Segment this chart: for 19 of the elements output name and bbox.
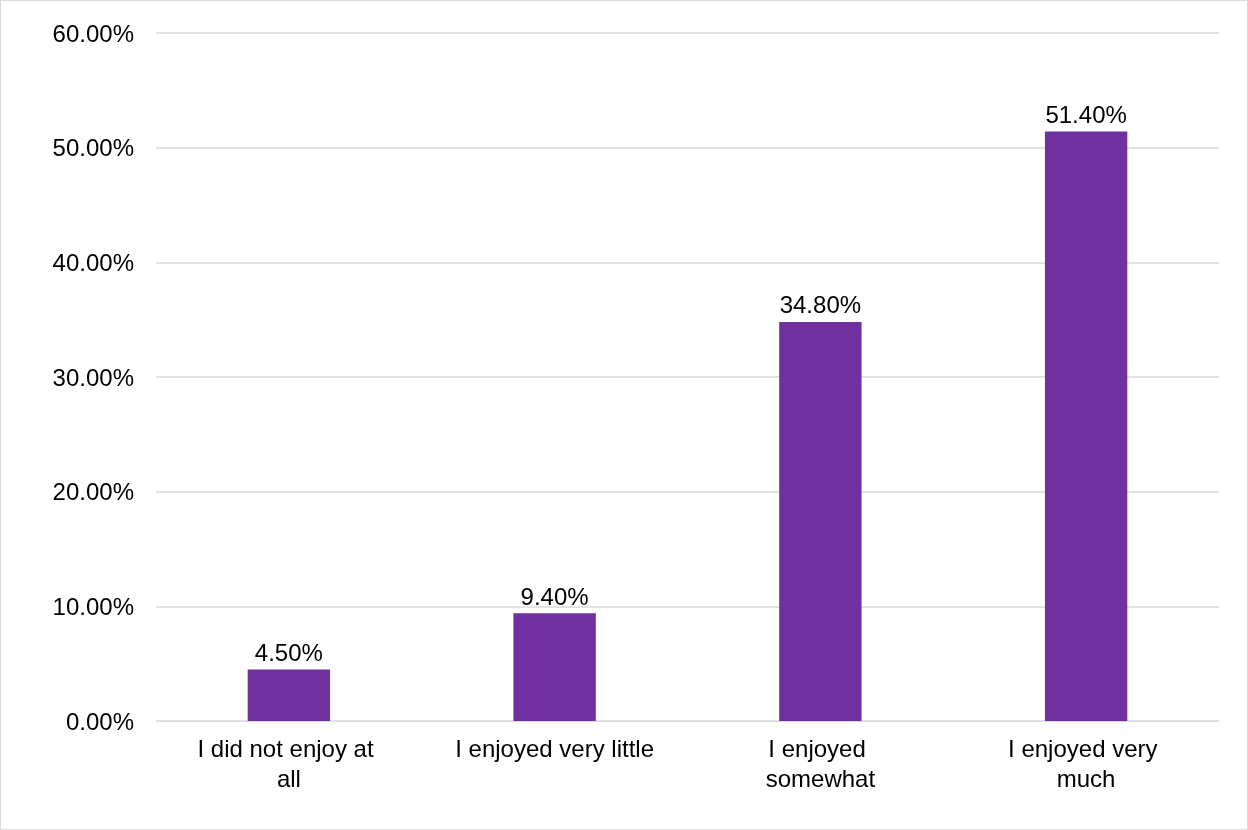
bar bbox=[779, 321, 862, 721]
y-tick-label: 40.00% bbox=[52, 248, 134, 276]
y-tick-label: 0.00% bbox=[65, 707, 134, 735]
bar bbox=[1044, 131, 1128, 721]
x-tick-label: I enjoyed very little bbox=[455, 734, 655, 762]
data-label: 9.40% bbox=[520, 582, 589, 610]
x-tick-label: I enjoyed very much bbox=[1008, 734, 1165, 792]
y-tick-label: 10.00% bbox=[52, 592, 134, 620]
x-tick-label: I did not enjoy at all bbox=[197, 734, 381, 792]
data-label: 34.80% bbox=[779, 291, 862, 319]
x-tick-label: I enjoyed somewhat bbox=[765, 734, 876, 792]
y-tick-label: 30.00% bbox=[52, 363, 134, 391]
y-tick-label: 50.00% bbox=[52, 134, 134, 162]
y-tick-label: 60.00% bbox=[52, 19, 134, 47]
bar bbox=[247, 669, 331, 721]
data-label: 51.40% bbox=[1045, 101, 1127, 129]
data-label: 4.50% bbox=[254, 638, 323, 666]
y-tick-label: 20.00% bbox=[52, 478, 134, 506]
bar bbox=[513, 613, 596, 721]
